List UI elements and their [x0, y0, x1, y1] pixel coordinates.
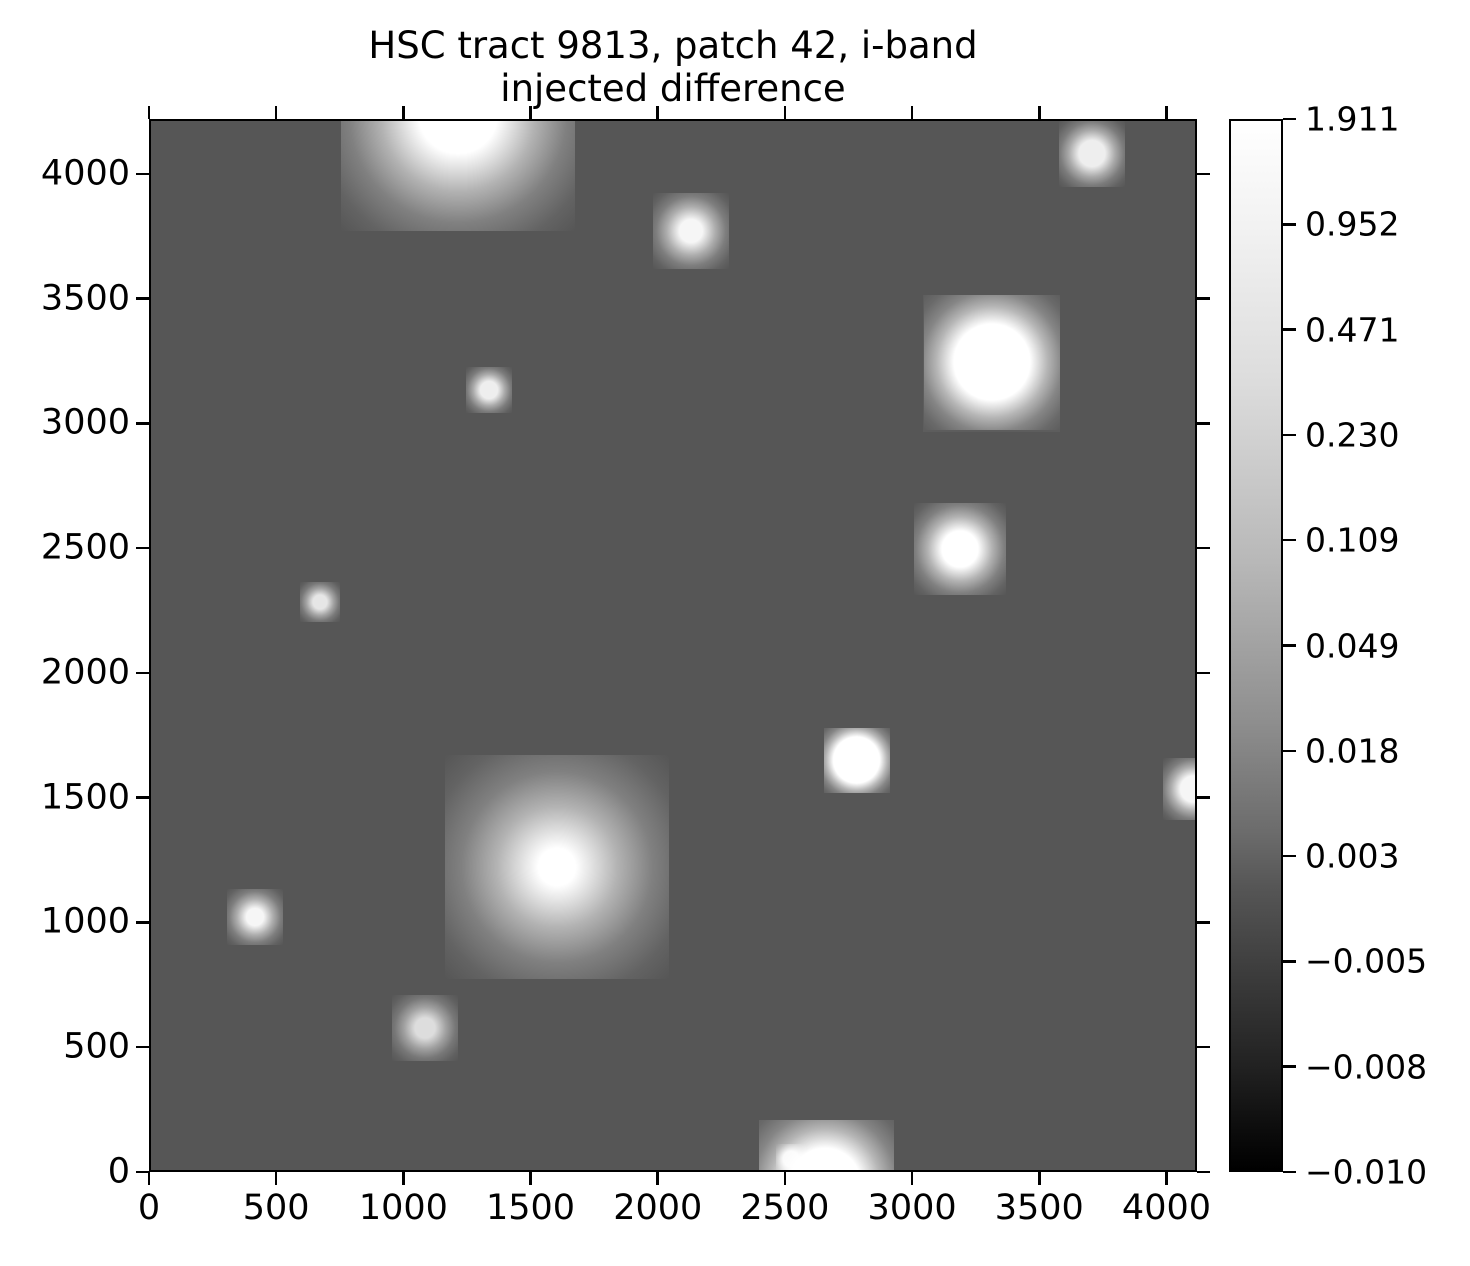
colorbar-tick-label: 0.952	[1305, 204, 1400, 244]
x-tick-mark-top	[529, 106, 532, 119]
colorbar-tick-mark	[1283, 538, 1296, 542]
y-tick-mark-right	[1197, 921, 1210, 924]
y-tick-label: 0	[107, 1151, 130, 1192]
x-tick-label: 0	[137, 1188, 161, 1228]
source-top-right	[1059, 121, 1126, 187]
x-tick-mark	[147, 1172, 151, 1185]
colorbar-tick-label: 1.911	[1305, 99, 1400, 139]
colorbar-tick-label: 0.471	[1305, 310, 1400, 350]
x-tick-mark	[1165, 1172, 1168, 1185]
x-tick-label: 1000	[358, 1188, 448, 1228]
plot-title: HSC tract 9813, patch 42, i-band injecte…	[149, 24, 1197, 110]
y-tick-mark	[136, 1170, 149, 1174]
colorbar-tick-label: 0.003	[1305, 836, 1400, 876]
source-small-1080-585	[391, 994, 458, 1062]
y-tick-mark	[136, 796, 149, 799]
y-tick-mark-right	[1197, 1045, 1210, 1049]
source-mid-right	[914, 503, 1006, 595]
source-small-410-1030	[227, 889, 283, 945]
source-bottom-point	[775, 1143, 807, 1170]
colorbar-tick-label: −0.010	[1305, 1152, 1428, 1192]
colorbar-tick-mark	[1283, 1065, 1296, 1068]
y-tick-mark	[136, 921, 149, 924]
y-tick-mark-right	[1197, 172, 1210, 176]
colorbar-tick-label: 0.018	[1305, 731, 1400, 771]
y-tick-mark-right	[1197, 1170, 1210, 1174]
source-center-large	[445, 755, 669, 979]
x-tick-label: 4000	[1121, 1188, 1212, 1228]
x-tick-mark-top	[656, 106, 659, 119]
colorbar-tick-label: 0.230	[1305, 415, 1400, 455]
x-tick-mark-top	[1165, 106, 1168, 119]
y-tick-mark-right	[1197, 546, 1210, 550]
x-tick-label: 2000	[613, 1188, 703, 1228]
y-tick-mark-right	[1197, 671, 1210, 675]
x-tick-mark-top	[1038, 106, 1041, 119]
y-tick-label: 3500	[40, 278, 130, 319]
x-tick-mark	[1038, 1172, 1041, 1185]
colorbar-tick-mark	[1283, 1170, 1296, 1174]
x-tick-mark-top	[402, 106, 405, 119]
y-tick-label: 500	[63, 1026, 130, 1067]
y-tick-mark	[136, 1045, 149, 1049]
colorbar-tick-mark	[1283, 433, 1296, 437]
colorbar-tick-mark	[1283, 960, 1296, 963]
plot-title-line2: injected difference	[500, 67, 846, 110]
colorbar-tick-label: −0.008	[1305, 1047, 1428, 1087]
x-tick-mark-top	[147, 106, 151, 119]
colorbar-tick-label: 0.049	[1305, 626, 1400, 665]
source-top-large	[340, 121, 575, 231]
y-tick-label: 2000	[40, 652, 130, 693]
y-tick-label: 1000	[40, 901, 130, 942]
x-tick-label: 1500	[486, 1188, 576, 1228]
y-tick-label: 2500	[40, 527, 130, 568]
colorbar-tick-mark	[1283, 117, 1296, 121]
x-tick-label: 2500	[740, 1188, 830, 1228]
y-tick-mark	[136, 546, 149, 550]
y-tick-label: 1500	[40, 777, 130, 818]
colorbar-tick-label: 0.109	[1305, 520, 1400, 560]
source-small-665-2290	[299, 581, 341, 623]
x-tick-mark	[910, 1172, 914, 1185]
injection-stamp	[824, 727, 890, 794]
colorbar-tick-mark	[1283, 328, 1296, 331]
colorbar-tick-mark	[1283, 749, 1296, 753]
x-tick-mark-top	[274, 106, 278, 119]
x-tick-mark	[274, 1172, 278, 1185]
source-small-1355-3120	[466, 367, 512, 413]
y-tick-mark-right	[1197, 297, 1210, 300]
plot-area	[149, 119, 1197, 1172]
source-upper-middle	[652, 192, 729, 269]
x-tick-label: 3500	[994, 1188, 1084, 1228]
x-tick-mark	[783, 1172, 787, 1185]
colorbar	[1229, 119, 1283, 1172]
y-tick-label: 3000	[40, 402, 130, 443]
source-stamp-large	[923, 294, 1060, 431]
colorbar-tick-mark	[1283, 223, 1296, 226]
y-tick-label: 4000	[40, 153, 130, 194]
y-tick-mark	[136, 172, 149, 176]
y-tick-mark	[136, 422, 149, 425]
y-tick-mark	[136, 297, 149, 300]
source-stamp-small	[824, 727, 890, 794]
x-tick-mark	[402, 1172, 405, 1185]
y-tick-mark	[136, 671, 149, 675]
source-right-edge	[1163, 758, 1195, 820]
x-tick-label: 500	[242, 1188, 310, 1228]
x-tick-label: 3000	[867, 1188, 957, 1228]
colorbar-tick-mark	[1283, 854, 1296, 858]
colorbar-tick-label: −0.005	[1305, 941, 1428, 981]
y-tick-mark-right	[1197, 796, 1210, 799]
x-tick-mark-top	[910, 106, 914, 119]
y-tick-mark-right	[1197, 422, 1210, 425]
injection-stamp	[923, 294, 1061, 432]
plot-title-line1: HSC tract 9813, patch 42, i-band	[368, 24, 978, 67]
colorbar-tick-mark	[1283, 644, 1296, 647]
x-tick-mark-top	[783, 106, 787, 119]
x-tick-mark	[529, 1172, 532, 1185]
x-tick-mark	[656, 1172, 659, 1185]
